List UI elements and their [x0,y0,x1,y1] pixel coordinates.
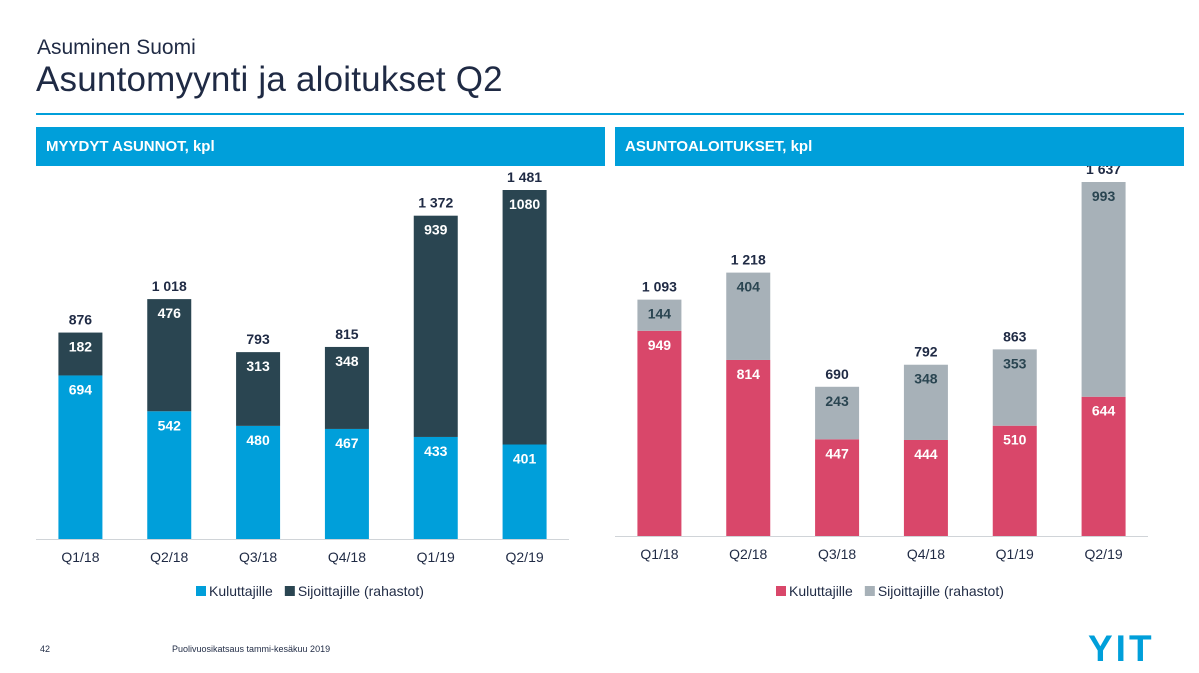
yit-logo-text: YIT [1088,632,1155,664]
bar-investors-Q2/19 [502,190,547,445]
data-label: 144 [648,306,672,322]
sold-apartments-header: MYYDYT ASUNNOT, kpl [36,127,605,166]
data-label: 644 [1092,403,1116,419]
legend-swatch [776,586,786,596]
data-label: 313 [246,358,270,374]
data-label: 949 [648,337,672,353]
legend-label: Sijoittajille (rahastot) [298,583,424,599]
x-tick-label: Q1/18 [61,549,99,565]
bar-investors-Q2/18 [726,272,771,360]
bar-investors-Q1/19 [992,349,1037,426]
x-tick-label: Q1/19 [996,546,1034,562]
x-tick-label: Q3/18 [818,546,856,562]
bar-consumers-Q2/18 [726,359,771,536]
housing-starts-chart: 949 144 1 093 Q1/18 814 404 1 218 Q2/18 447 243 69… [615,166,1148,599]
data-label: 814 [737,366,761,382]
bar-consumers-Q2/19 [1081,396,1126,536]
data-label: 243 [825,393,849,409]
x-tick-label: Q2/18 [150,549,188,565]
bar-investors-Q1/18 [637,299,682,331]
bar-consumers-Q1/19 [413,436,458,539]
x-tick-label: Q3/18 [239,549,277,565]
legend-label: Sijoittajille (rahastot) [878,583,1004,599]
bar-investors-Q2/18 [147,299,192,412]
data-label: 447 [825,445,849,461]
bar-consumers-Q4/18 [324,428,369,539]
x-tick-label: Q4/18 [907,546,945,562]
bar-investors-Q1/18 [58,332,103,376]
data-label: 404 [737,279,761,295]
bar-investors-Q3/18 [815,386,860,440]
total-label: 815 [335,326,359,342]
total-label: 792 [914,344,938,360]
total-label: 863 [1003,328,1027,344]
x-tick-label: Q2/18 [729,546,767,562]
sold-apartments-chart: 694 182 876 Q1/18 542 476 1 018 Q2/18 480 313 793 Q… [36,169,569,599]
data-label: 348 [335,353,359,369]
data-label: 542 [158,417,182,433]
data-label: 993 [1092,188,1116,204]
total-label: 1 637 [1086,166,1121,177]
total-label: 1 218 [731,252,766,268]
bar-investors-Q1/19 [413,215,458,437]
page-title: Asuntomyynti ja aloitukset Q2 [36,60,503,99]
bar-investors-Q3/18 [236,352,281,426]
data-label: 476 [158,305,182,321]
bar-investors-Q4/18 [903,364,948,440]
footer-text: Puolivuosikatsaus tammi-kesäkuu 2019 [172,644,331,654]
data-label: 444 [914,446,938,462]
legend-label: Kuluttajille [789,583,853,599]
bar-investors-Q4/18 [324,346,369,429]
bar-consumers-Q3/18 [815,439,860,536]
total-label: 876 [69,312,93,328]
title-divider [36,113,1184,115]
x-tick-label: Q2/19 [1085,546,1123,562]
data-label: 939 [424,222,448,238]
bar-investors-Q2/19 [1081,182,1126,397]
data-label: 480 [246,432,270,448]
page-supertitle: Asuminen Suomi [37,36,196,59]
housing-starts-header: ASUNTOALOITUKSET, kpl [615,127,1184,166]
legend-swatch [864,586,875,596]
data-label: 433 [424,443,448,459]
bar-consumers-Q1/19 [992,425,1037,536]
page-number: 42 [40,644,51,654]
x-tick-label: Q1/18 [640,546,678,562]
total-label: 1 093 [642,279,677,295]
data-label: 182 [69,339,93,355]
total-label: 1 481 [507,169,542,185]
legend-swatch [196,586,206,596]
bar-consumers-Q2/18 [147,411,192,539]
data-label: 1080 [509,196,540,212]
bar-consumers-Q2/19 [502,444,547,539]
yit-logo: YIT [1088,632,1155,664]
total-label: 1 372 [418,195,453,211]
data-label: 401 [513,451,537,467]
x-tick-label: Q4/18 [328,549,366,565]
total-label: 690 [825,366,849,382]
data-label: 353 [1003,355,1027,371]
legend-label: Kuluttajille [209,583,273,599]
x-tick-label: Q1/19 [417,549,455,565]
data-label: 510 [1003,432,1027,448]
bar-consumers-Q1/18 [637,330,682,536]
bar-consumers-Q4/18 [903,439,948,536]
legend-swatch [284,586,295,596]
data-label: 348 [914,371,938,387]
data-label: 694 [69,381,93,397]
bar-consumers-Q1/18 [58,375,103,539]
total-label: 1 018 [152,278,187,294]
data-label: 467 [335,435,359,451]
total-label: 793 [246,331,270,347]
bar-consumers-Q3/18 [236,425,281,539]
x-tick-label: Q2/19 [506,549,544,565]
